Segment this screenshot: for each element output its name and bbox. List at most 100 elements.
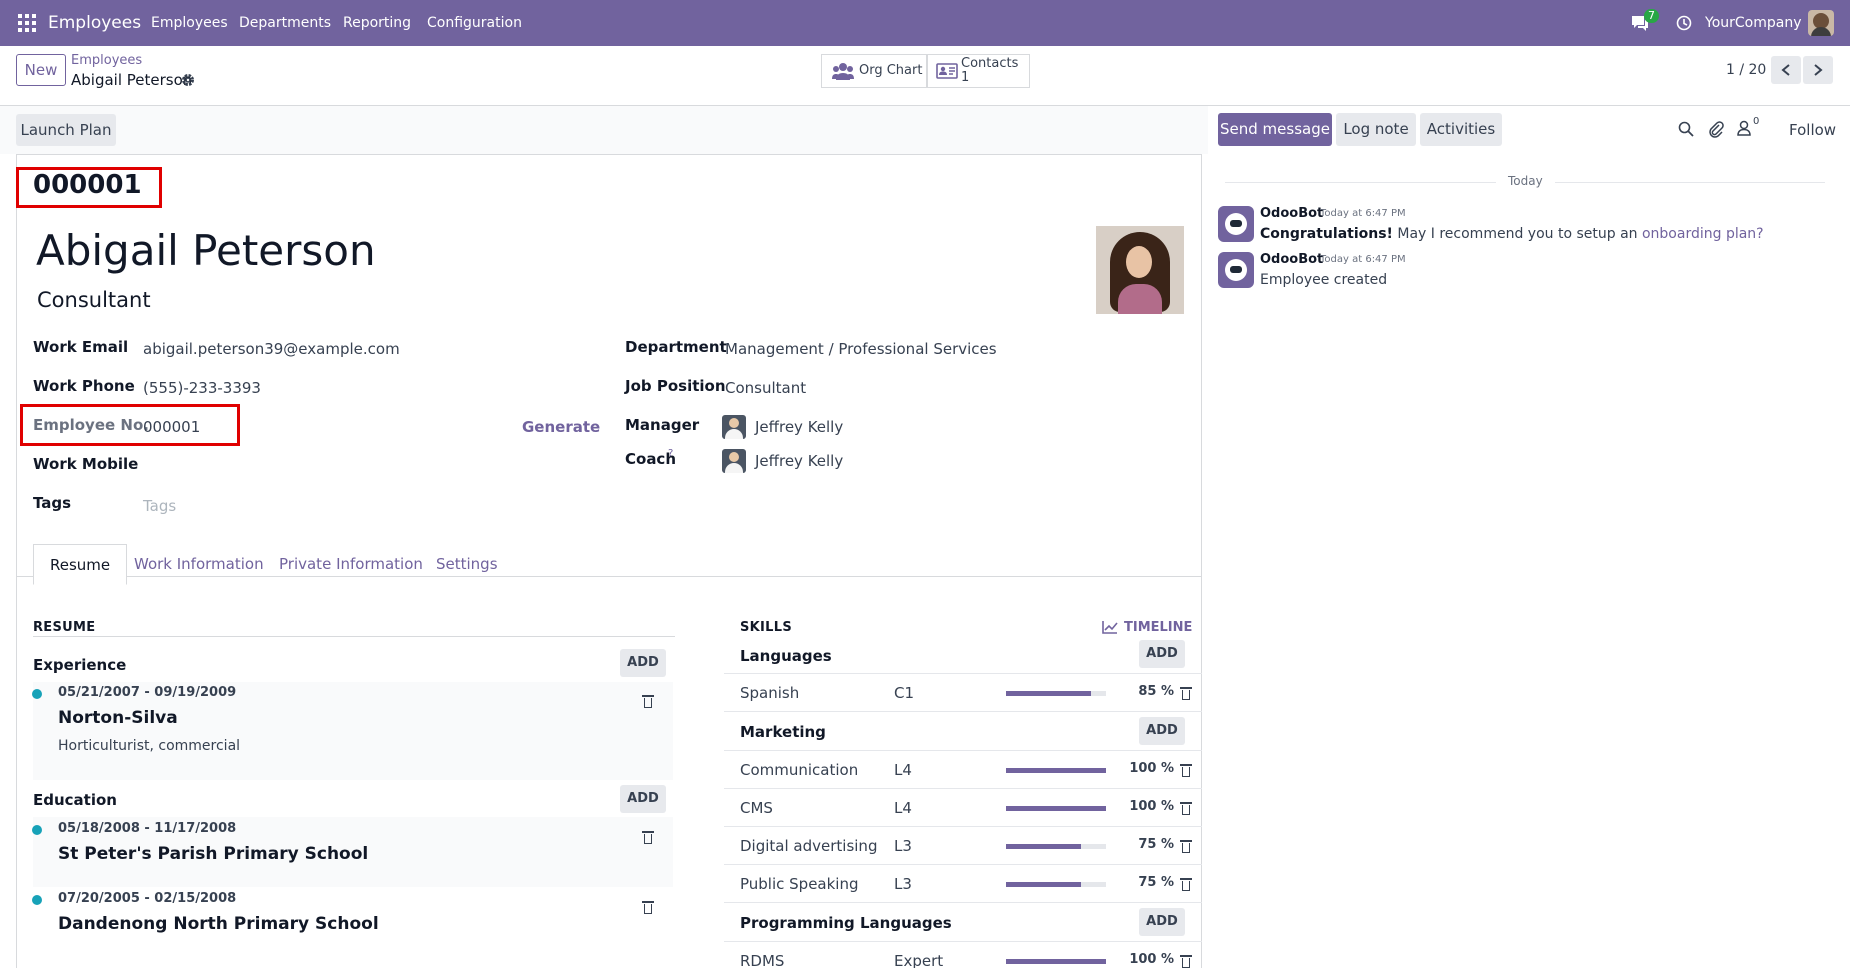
experience-title: Experience	[33, 656, 127, 674]
chat-icon[interactable]	[1630, 14, 1650, 32]
timeline-button[interactable]: TIMELINE	[1124, 620, 1193, 635]
skill-percent: 75 %	[1138, 837, 1174, 852]
top-navbar: Employees Employees Departments Reportin…	[0, 0, 1850, 46]
highlight-box-badge	[16, 167, 162, 208]
trash-icon[interactable]	[1180, 877, 1192, 891]
trash-icon[interactable]	[1180, 839, 1192, 853]
menu-reporting[interactable]: Reporting	[343, 15, 412, 31]
follow-button[interactable]: Follow	[1789, 121, 1837, 139]
work-phone-field[interactable]: (555)-233-3393	[143, 379, 261, 397]
tags-input[interactable]: Tags	[143, 497, 177, 515]
org-chart-button[interactable]: Org Chart	[821, 54, 927, 88]
trash-icon[interactable]	[1180, 763, 1192, 777]
chevron-right-icon	[1814, 64, 1823, 76]
chevron-left-icon	[1781, 64, 1790, 76]
gear-icon[interactable]	[181, 73, 195, 87]
pager-value[interactable]: 1 / 20	[1726, 62, 1767, 78]
menu-configuration[interactable]: Configuration	[427, 15, 522, 31]
generate-button[interactable]: Generate	[522, 418, 601, 436]
add-experience-button[interactable]: ADD	[620, 649, 666, 677]
company-switcher[interactable]: YourCompany	[1705, 15, 1802, 31]
work-mobile-label: Work Mobile	[33, 455, 139, 473]
skill-percent: 75 %	[1138, 875, 1174, 890]
trash-icon[interactable]	[1180, 801, 1192, 815]
app-title[interactable]: Employees	[48, 13, 142, 33]
log-note-button[interactable]: Log note	[1336, 113, 1416, 146]
badge-number-title: 000001	[33, 170, 142, 200]
manager-label: Manager	[625, 416, 700, 434]
work-email-label: Work Email	[33, 338, 129, 356]
manager-field[interactable]: Jeffrey Kelly	[755, 418, 844, 436]
employee-photo[interactable]	[1096, 226, 1184, 314]
add-education-button[interactable]: ADD	[620, 785, 666, 813]
apps-menu-icon[interactable]	[18, 14, 36, 32]
message-text: May I recommend you to setup an	[1392, 226, 1642, 242]
department-field[interactable]: Management / Professional Services	[725, 340, 997, 358]
trash-icon[interactable]	[1180, 686, 1192, 700]
pager-previous-button[interactable]	[1771, 56, 1801, 84]
message-author[interactable]: OdooBot	[1260, 252, 1324, 267]
coach-field[interactable]: Jeffrey Kelly	[755, 452, 844, 470]
contacts-button[interactable]: Contacts 1	[927, 54, 1030, 88]
tab-resume[interactable]: Resume	[33, 544, 128, 585]
message-author[interactable]: OdooBot	[1260, 206, 1324, 221]
odoobot-avatar[interactable]	[1218, 206, 1254, 242]
control-panel: New Employees Abigail Peterson Org Chart…	[0, 46, 1850, 106]
skill-row[interactable]: RDMS Expert 100 %	[724, 942, 1202, 968]
search-icon[interactable]	[1678, 121, 1694, 137]
odoobot-avatar[interactable]	[1218, 252, 1254, 288]
skill-row[interactable]: Communication L4 100 %	[724, 751, 1202, 789]
clock-icon[interactable]	[1676, 15, 1692, 31]
tab-settings[interactable]: Settings	[436, 555, 498, 573]
skill-row[interactable]: Spanish C1 85 %	[724, 674, 1202, 712]
user-avatar[interactable]	[1808, 10, 1834, 36]
add-skill-programming-button[interactable]: ADD	[1139, 908, 1185, 936]
skill-row[interactable]: Public Speaking L3 75 %	[724, 865, 1202, 903]
menu-departments[interactable]: Departments	[239, 15, 332, 31]
work-mobile-field[interactable]	[143, 457, 563, 477]
skill-row[interactable]: Digital advertising L3 75 %	[724, 827, 1202, 865]
skills-section-title: SKILLS	[740, 620, 793, 635]
skill-level: L4	[894, 761, 912, 779]
trash-icon[interactable]	[642, 830, 654, 844]
paperclip-icon[interactable]	[1708, 120, 1724, 138]
breadcrumb-employees[interactable]: Employees	[71, 53, 143, 68]
send-message-button[interactable]: Send message	[1218, 113, 1332, 146]
tab-work-information[interactable]: Work Information	[134, 555, 264, 573]
skill-row[interactable]: CMS L4 100 %	[724, 789, 1202, 827]
tab-private-information[interactable]: Private Information	[279, 555, 423, 573]
onboarding-plan-link[interactable]: onboarding plan?	[1641, 226, 1764, 242]
trash-icon[interactable]	[1180, 954, 1192, 968]
trash-icon[interactable]	[642, 900, 654, 914]
menu-employees[interactable]: Employees	[151, 15, 228, 31]
add-skill-marketing-button[interactable]: ADD	[1139, 717, 1185, 745]
skill-progress-bar	[1006, 844, 1106, 849]
pager-next-button[interactable]	[1803, 56, 1833, 84]
skill-name: Spanish	[740, 684, 800, 702]
add-skill-languages-button[interactable]: ADD	[1139, 640, 1185, 668]
coach-help-icon[interactable]: ?	[668, 448, 674, 459]
job-position-field[interactable]: Consultant	[725, 379, 807, 397]
launch-plan-button[interactable]: Launch Plan	[16, 114, 116, 146]
user-followers-icon[interactable]	[1737, 120, 1751, 136]
coach-label: Coach	[625, 450, 677, 468]
new-button[interactable]: New	[16, 54, 66, 86]
message-time: Today at 6:47 PM	[1320, 208, 1406, 219]
employee-no-field[interactable]: 000001	[143, 418, 201, 436]
work-email-field[interactable]: abigail.peterson39@example.com	[143, 340, 400, 358]
timeline-dot	[32, 689, 42, 699]
education-org: St Peter's Parish Primary School	[58, 844, 369, 864]
skill-percent: 100 %	[1129, 799, 1174, 814]
trash-icon[interactable]	[642, 694, 654, 708]
resume-line-education[interactable]	[33, 817, 673, 887]
job-title-field[interactable]: Consultant	[37, 288, 151, 312]
employee-name-field[interactable]: Abigail Peterson	[36, 226, 376, 275]
message-bold: Congratulations!	[1260, 226, 1393, 242]
skill-progress-bar	[1006, 806, 1106, 811]
activities-button[interactable]: Activities	[1420, 113, 1502, 146]
skill-name: RDMS	[740, 952, 785, 968]
resume-line-experience[interactable]	[33, 682, 673, 780]
breadcrumb-current: Abigail Peterson	[71, 71, 193, 89]
coach-avatar	[722, 449, 746, 473]
experience-dates: 05/21/2007 - 09/19/2009	[58, 685, 237, 700]
